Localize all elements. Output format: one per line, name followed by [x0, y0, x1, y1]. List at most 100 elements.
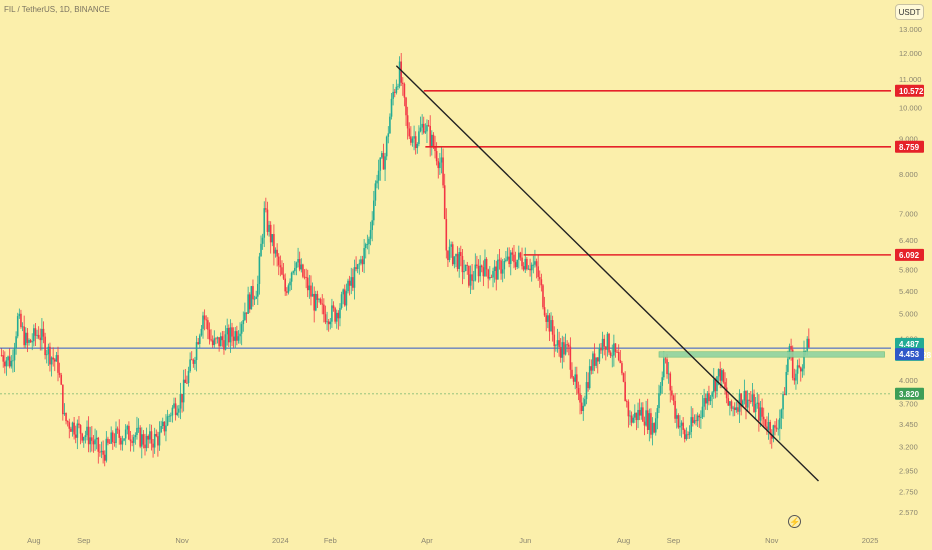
candle-body: [310, 285, 312, 297]
candle-body: [385, 136, 388, 157]
candle-body: [518, 252, 520, 260]
candle-body: [247, 294, 249, 314]
candle-body: [369, 230, 372, 239]
candle-body: [463, 271, 465, 273]
candle-body: [796, 365, 799, 374]
candle-body: [651, 423, 654, 435]
candle-body: [115, 428, 117, 443]
candle-body: [231, 327, 233, 337]
candle-body: [184, 379, 187, 383]
candle-body: [58, 372, 61, 375]
candle-body: [402, 82, 404, 84]
candle-body: [746, 399, 749, 408]
candle-body: [555, 345, 557, 347]
candle-body: [397, 86, 399, 88]
candle-body: [600, 347, 602, 351]
candle-body: [737, 407, 739, 412]
candle-body: [289, 281, 291, 286]
candle-body: [248, 294, 251, 310]
candle-body: [140, 434, 143, 447]
candle-body: [224, 334, 227, 350]
candle-body: [498, 259, 501, 261]
lightning-icon[interactable]: ⚡: [788, 515, 801, 528]
descending-trendline[interactable]: [395, 65, 819, 482]
candle-body: [79, 425, 82, 434]
candle-body: [252, 286, 254, 300]
y-tick-label: 8.000: [899, 170, 918, 179]
candle-body: [94, 439, 96, 445]
price-tag-box: [895, 348, 924, 361]
candle-body: [669, 373, 672, 391]
candle-body: [571, 369, 573, 378]
candle-body: [679, 425, 681, 428]
candle-body: [664, 358, 667, 360]
candle-body: [545, 315, 548, 322]
currency-button[interactable]: USDT: [895, 4, 924, 20]
candle-body: [194, 359, 196, 364]
candle-body: [73, 422, 75, 435]
candle-body: [403, 83, 406, 98]
candle-body: [650, 413, 652, 435]
candle-body: [527, 268, 530, 270]
y-tick-label: 3.700: [899, 399, 918, 408]
candle-body: [729, 401, 731, 406]
candle-body: [319, 299, 322, 304]
candle-body: [74, 434, 77, 438]
candle-body: [448, 246, 451, 261]
candle-body: [287, 285, 290, 293]
support-zone[interactable]: [658, 351, 885, 358]
candle-body: [103, 454, 106, 461]
candle-body: [538, 277, 541, 280]
price-axis[interactable]: 13.000 12.000 11.000 10.000 9.000 8.000 7.000 6…: [899, 25, 922, 517]
candle-body: [223, 340, 225, 350]
candle-body: [759, 407, 762, 421]
candle-body: [522, 266, 525, 270]
candle-body: [601, 338, 604, 351]
candle-body: [157, 436, 159, 446]
candle-body: [163, 421, 166, 432]
y-tick-label: 4.000: [899, 376, 918, 385]
candle-body: [126, 425, 129, 430]
y-tick-label: 6.400: [899, 236, 918, 245]
candle-body: [521, 257, 523, 267]
candle-body: [414, 136, 417, 149]
resistance-lines[interactable]: [423, 89, 891, 256]
candle-body: [584, 399, 586, 406]
candle-body: [732, 407, 734, 409]
candle-body: [76, 423, 79, 438]
candle-body: [281, 267, 283, 275]
candle-body: [389, 116, 391, 134]
candle-body: [39, 337, 42, 341]
candle-body: [303, 276, 306, 278]
candle-body: [627, 401, 630, 417]
candle-body: [45, 354, 48, 356]
candle-body: [134, 435, 137, 438]
candle-body: [653, 423, 655, 433]
candle-body: [466, 264, 469, 266]
candle-body: [450, 244, 452, 247]
candle-body: [4, 361, 6, 367]
candle-body: [674, 400, 676, 419]
candle-body: [318, 299, 320, 300]
candle-body: [804, 350, 807, 352]
candle-body: [716, 376, 718, 392]
candle-body: [493, 266, 496, 271]
candle-body: [13, 348, 16, 361]
candle-body: [659, 385, 662, 394]
time-axis[interactable]: Aug Sep Nov 2024 Feb Apr Jun Aug Sep Nov 2025: [27, 536, 878, 545]
y-tick-label: 10.000: [899, 103, 922, 112]
candle-body: [455, 253, 457, 257]
x-tick-label: Nov: [175, 536, 189, 545]
candle-body: [131, 441, 133, 443]
candle-body: [495, 266, 498, 280]
candle-body: [614, 343, 617, 352]
candle-body: [543, 307, 546, 316]
candle-body: [706, 393, 709, 404]
candle-body: [181, 394, 183, 403]
candle-body: [625, 401, 628, 402]
candle-body: [371, 220, 373, 231]
candle-body: [501, 269, 504, 274]
